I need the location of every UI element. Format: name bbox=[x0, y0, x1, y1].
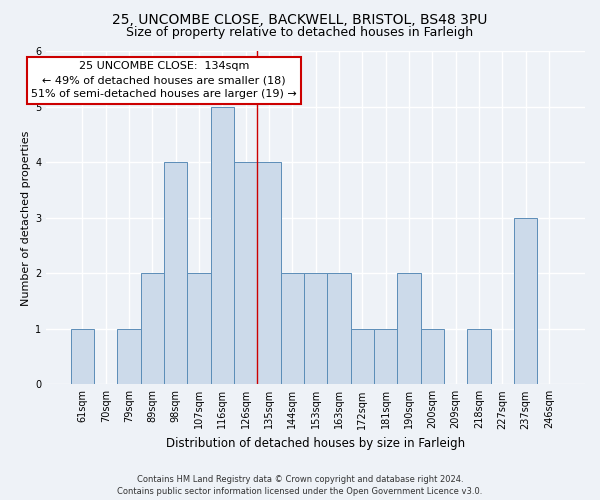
Bar bbox=[234, 162, 257, 384]
Bar bbox=[304, 274, 327, 384]
Bar bbox=[118, 329, 140, 384]
X-axis label: Distribution of detached houses by size in Farleigh: Distribution of detached houses by size … bbox=[166, 437, 465, 450]
Bar bbox=[211, 107, 234, 384]
Text: 25, UNCOMBE CLOSE, BACKWELL, BRISTOL, BS48 3PU: 25, UNCOMBE CLOSE, BACKWELL, BRISTOL, BS… bbox=[112, 12, 488, 26]
Bar bbox=[421, 329, 444, 384]
Bar bbox=[374, 329, 397, 384]
Bar bbox=[514, 218, 537, 384]
Bar bbox=[327, 274, 350, 384]
Bar bbox=[350, 329, 374, 384]
Bar bbox=[71, 329, 94, 384]
Bar bbox=[140, 274, 164, 384]
Bar bbox=[187, 274, 211, 384]
Y-axis label: Number of detached properties: Number of detached properties bbox=[21, 130, 31, 306]
Bar bbox=[281, 274, 304, 384]
Text: Size of property relative to detached houses in Farleigh: Size of property relative to detached ho… bbox=[127, 26, 473, 39]
Bar bbox=[397, 274, 421, 384]
Text: 25 UNCOMBE CLOSE:  134sqm
← 49% of detached houses are smaller (18)
51% of semi-: 25 UNCOMBE CLOSE: 134sqm ← 49% of detach… bbox=[31, 62, 297, 100]
Bar bbox=[257, 162, 281, 384]
Bar bbox=[467, 329, 491, 384]
Text: Contains HM Land Registry data © Crown copyright and database right 2024.
Contai: Contains HM Land Registry data © Crown c… bbox=[118, 474, 482, 496]
Bar bbox=[164, 162, 187, 384]
